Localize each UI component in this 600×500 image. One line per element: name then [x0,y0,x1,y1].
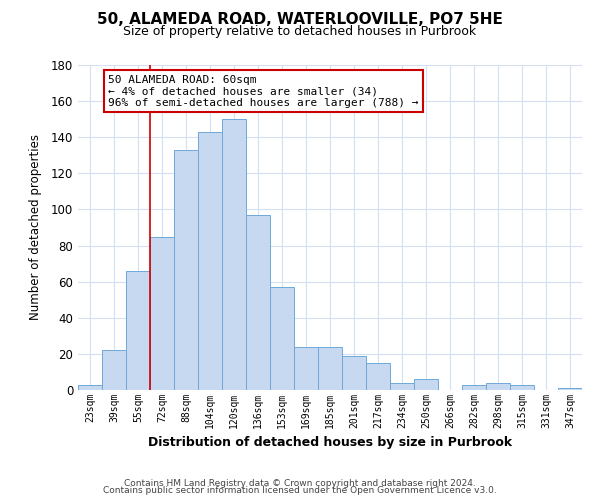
Bar [270,287,294,390]
Bar [342,356,366,390]
Text: Size of property relative to detached houses in Purbrook: Size of property relative to detached ho… [124,25,476,38]
X-axis label: Distribution of detached houses by size in Purbrook: Distribution of detached houses by size … [148,436,512,450]
Bar [414,379,438,390]
Text: 50 ALAMEDA ROAD: 60sqm
← 4% of detached houses are smaller (34)
96% of semi-deta: 50 ALAMEDA ROAD: 60sqm ← 4% of detached … [108,74,419,108]
Bar [366,363,390,390]
Bar [390,383,414,390]
Y-axis label: Number of detached properties: Number of detached properties [29,134,43,320]
Bar [246,215,270,390]
Text: 50, ALAMEDA ROAD, WATERLOOVILLE, PO7 5HE: 50, ALAMEDA ROAD, WATERLOOVILLE, PO7 5HE [97,12,503,28]
Bar [102,350,126,390]
Bar [462,384,486,390]
Bar [510,384,534,390]
Text: Contains public sector information licensed under the Open Government Licence v3: Contains public sector information licen… [103,486,497,495]
Bar [126,271,150,390]
Bar [318,346,342,390]
Bar [198,132,222,390]
Bar [486,383,510,390]
Bar [174,150,198,390]
Bar [222,119,246,390]
Text: Contains HM Land Registry data © Crown copyright and database right 2024.: Contains HM Land Registry data © Crown c… [124,478,476,488]
Bar [78,384,102,390]
Bar [558,388,582,390]
Bar [294,346,318,390]
Bar [150,236,174,390]
